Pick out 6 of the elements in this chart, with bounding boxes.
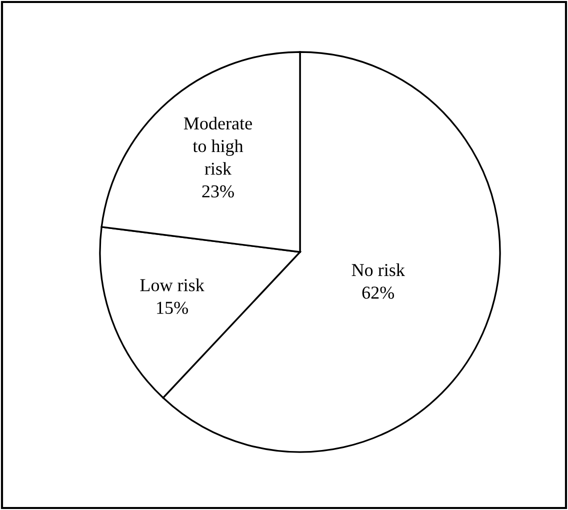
slice-label: Moderate to high risk	[184, 116, 252, 175]
slice-label: Low risk	[140, 278, 204, 292]
slice-label: No risk	[352, 263, 405, 276]
data-label: 62%	[362, 286, 394, 299]
data-label: 15%	[157, 302, 188, 314]
data-label: 23%	[202, 185, 234, 198]
